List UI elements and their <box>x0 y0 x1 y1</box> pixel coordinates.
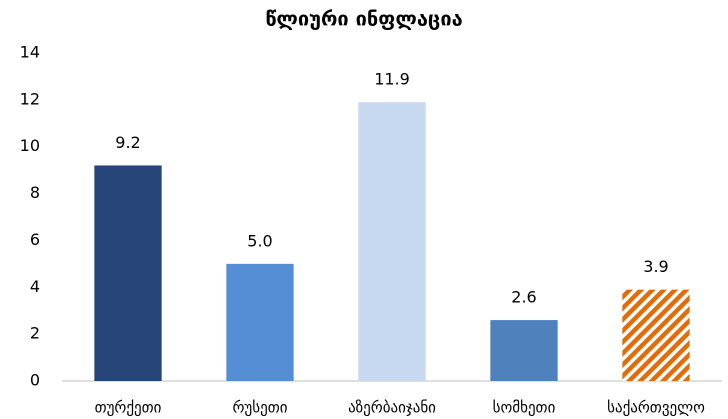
chart-title: წლიური ინფლაცია <box>265 7 462 31</box>
y-tick-label: 4 <box>30 277 40 296</box>
y-tick-label: 0 <box>30 371 40 390</box>
data-label: 2.6 <box>511 288 536 307</box>
y-tick-label: 6 <box>30 230 40 249</box>
x-tick-label: საქართველო <box>607 399 705 417</box>
y-tick-label: 12 <box>20 89 40 108</box>
y-tick-label: 14 <box>20 43 40 62</box>
y-tick-label: 8 <box>30 183 40 202</box>
data-label: 9.2 <box>115 133 140 152</box>
data-label: 11.9 <box>374 70 410 89</box>
x-tick-label: რუსეთი <box>232 399 287 417</box>
bar <box>490 320 558 381</box>
y-tick-label: 10 <box>20 136 40 155</box>
data-label: 5.0 <box>247 231 272 250</box>
y-tick-label: 2 <box>30 324 40 343</box>
x-tick-label: აზერბაიჯანი <box>348 399 436 417</box>
bar <box>94 165 162 381</box>
x-tick-label: თურქეთი <box>95 399 162 417</box>
bar <box>358 102 426 381</box>
x-tick-label: სომხეთი <box>493 399 556 417</box>
bar <box>622 289 690 381</box>
bar <box>226 263 294 381</box>
data-label: 3.9 <box>643 257 668 276</box>
